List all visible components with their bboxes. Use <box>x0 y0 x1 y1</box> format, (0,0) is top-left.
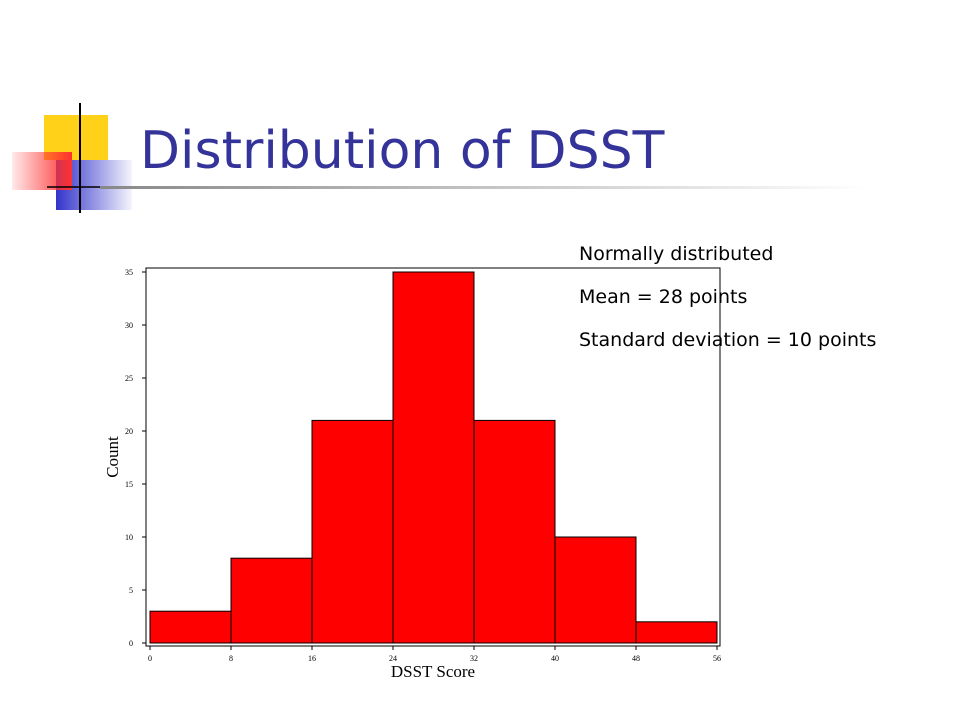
bar <box>149 610 232 644</box>
y-tick-label: 35 <box>125 268 133 277</box>
x-tick-label: 40 <box>551 654 559 663</box>
bar <box>392 271 475 644</box>
annotation: Standard deviation = 10 points <box>579 329 876 351</box>
y-tick-label: 25 <box>125 374 133 383</box>
bar <box>230 557 313 644</box>
x-tick-label: 0 <box>148 654 152 663</box>
y-axis-label: Count <box>103 436 122 478</box>
title-rule <box>100 186 870 189</box>
x-tick-label: 32 <box>470 654 478 663</box>
y-tick-label: 15 <box>125 480 133 489</box>
bar <box>554 536 637 644</box>
y-tick-label: 10 <box>125 533 133 542</box>
x-tick-label: 48 <box>632 654 640 663</box>
slide-title: Distribution of DSST <box>140 121 665 181</box>
x-tick-label: 24 <box>389 654 397 663</box>
x-axis-label: DSST Score <box>391 662 475 681</box>
y-tick-label: 5 <box>129 586 133 595</box>
x-tick-label: 8 <box>229 654 233 663</box>
plot-frame <box>145 267 721 647</box>
bar <box>473 419 556 644</box>
bar <box>635 621 718 644</box>
annotation: Mean = 28 points <box>579 286 747 308</box>
y-tick-label: 20 <box>125 427 133 436</box>
y-tick-label: 30 <box>125 321 133 330</box>
annotation: Normally distributed <box>579 243 773 265</box>
logo-decoration <box>12 103 132 213</box>
x-tick-label: 16 <box>308 654 316 663</box>
x-tick-label: 56 <box>713 654 721 663</box>
y-tick-label: 0 <box>129 639 133 648</box>
bar <box>311 419 394 644</box>
